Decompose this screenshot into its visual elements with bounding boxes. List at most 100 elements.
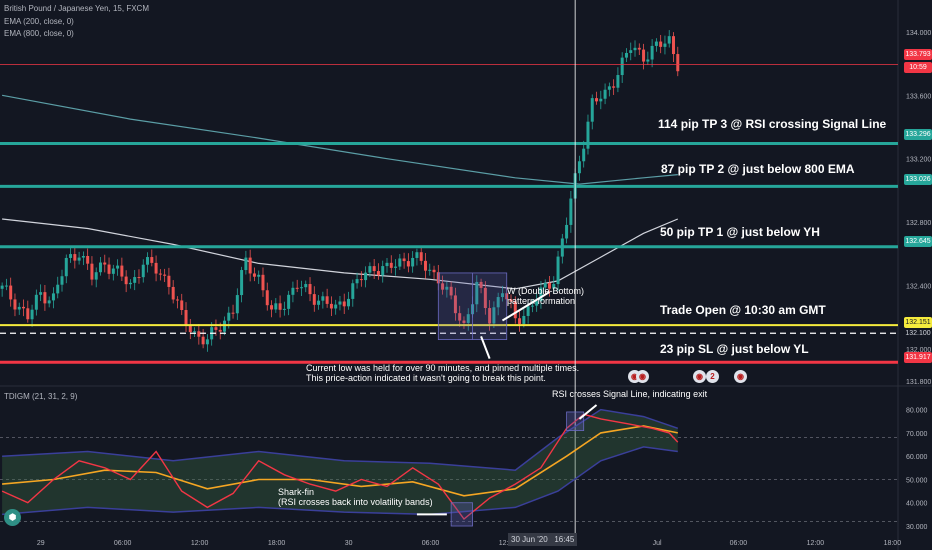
- candle-body: [325, 296, 329, 304]
- sl-price-tag: 131.917: [904, 352, 932, 363]
- indicator-tick-label: 40.000: [906, 501, 928, 508]
- candle-body: [419, 252, 423, 261]
- candle-body: [458, 313, 462, 321]
- candle-body: [355, 279, 359, 284]
- candle-body: [547, 282, 551, 289]
- candle-body: [488, 308, 492, 324]
- candle-body: [389, 262, 393, 268]
- candle-body: [214, 327, 218, 330]
- candle-body: [116, 265, 120, 269]
- candle-body: [607, 86, 611, 90]
- candle-body: [240, 270, 244, 296]
- candle-body: [137, 277, 141, 279]
- candle-body: [34, 294, 38, 310]
- candle-body: [218, 329, 222, 332]
- candle-body: [107, 264, 111, 274]
- candle-body: [590, 98, 594, 122]
- tp1-annotation: 50 pip TP 1 @ just below YH: [660, 225, 820, 239]
- shark-fin-box: [450, 502, 473, 527]
- candle-body: [287, 294, 291, 309]
- candle-body: [513, 301, 517, 319]
- candle-body: [197, 331, 201, 337]
- candle-body: [620, 57, 624, 76]
- event-flag-icon[interactable]: ◉: [734, 370, 747, 383]
- low-price-tag: 132.100: [904, 328, 932, 339]
- candle-body: [475, 281, 479, 305]
- candle-body: [381, 266, 385, 276]
- candle-body: [111, 268, 115, 274]
- candle-body: [26, 308, 30, 320]
- candle-body: [133, 277, 137, 283]
- event-flag-icon[interactable]: ◉: [636, 370, 649, 383]
- rsi-exit-arrow: [578, 404, 598, 420]
- candle-body: [530, 305, 534, 307]
- candle-body: [672, 36, 675, 55]
- sl-annotation: 23 pip SL @ just below YL: [660, 342, 809, 356]
- candle-body: [188, 325, 192, 333]
- time-tick-label: 06:00: [114, 540, 132, 547]
- price-tick-label: 132.800: [906, 220, 931, 227]
- candle-body: [64, 257, 68, 277]
- candle-body: [257, 274, 261, 277]
- time-tick-label: 12:00: [807, 540, 825, 547]
- candle-body: [86, 255, 90, 264]
- tradingview-logo-icon[interactable]: ⬢: [4, 509, 21, 526]
- event-flag-icon[interactable]: ◉: [693, 370, 706, 383]
- time-tick-label: 12:00: [499, 540, 517, 547]
- w-pattern-note: W (Double-Bottom) pattern formation: [507, 286, 584, 307]
- low-note-arrow: [480, 336, 491, 359]
- crosshair-time-label: 30 Jun '20 16:45: [508, 533, 578, 546]
- candle-body: [69, 254, 73, 258]
- time-tick-label: 18:00: [884, 540, 902, 547]
- candle-body: [462, 320, 466, 323]
- candle-body: [509, 299, 513, 302]
- candle-body: [299, 287, 303, 289]
- candle-body: [175, 299, 179, 301]
- candle-body: [180, 300, 184, 311]
- candle-body: [351, 283, 355, 299]
- low-note-line2: This price-action indicated it wasn't go…: [306, 373, 546, 384]
- candle-body: [432, 269, 436, 273]
- tp3-annotation: 114 pip TP 3 @ RSI crossing Signal Line: [658, 117, 887, 131]
- candle-body: [543, 282, 547, 288]
- upper-band-line: [2, 408, 679, 471]
- candle-body: [359, 279, 363, 281]
- candle-body: [466, 314, 470, 323]
- indicator-tick-label: 60.000: [906, 454, 928, 461]
- candle-body: [124, 276, 128, 285]
- price-tick-label: 133.600: [906, 93, 931, 100]
- candle-body: [235, 295, 239, 314]
- candle-body: [556, 256, 560, 285]
- candle-body: [441, 283, 445, 290]
- candle-body: [338, 301, 342, 305]
- candle-body: [364, 272, 368, 281]
- shark-fin-note: Shark-fin (RSI crosses back into volatil…: [278, 487, 433, 508]
- candle-body: [492, 307, 496, 324]
- candle-body: [265, 290, 269, 306]
- time-tick-label: 12:00: [191, 540, 209, 547]
- w-pattern-arrow: [501, 291, 551, 322]
- candle-body: [81, 255, 85, 258]
- w-pattern-line1: W (Double-Bottom): [507, 286, 585, 296]
- candle-body: [569, 198, 573, 225]
- candle-body: [4, 285, 8, 287]
- indicator-tick-label: 30.000: [906, 524, 928, 531]
- candle-body: [120, 265, 124, 277]
- candle-body: [103, 262, 107, 265]
- candle-body: [30, 309, 34, 320]
- rsi-exit-note: RSI crosses Signal Line, indicating exit: [552, 389, 708, 399]
- candle-body: [47, 300, 51, 304]
- candle-body: [586, 121, 590, 149]
- event-flag-icon[interactable]: 2: [706, 370, 719, 383]
- indicator-tick-label: 50.000: [906, 477, 928, 484]
- candle-body: [398, 258, 402, 267]
- tp2-price-tag: 133.026: [904, 174, 932, 185]
- candle-body: [329, 303, 333, 309]
- candle-body: [612, 86, 616, 88]
- candle-body: [676, 54, 680, 72]
- candle-body: [278, 303, 282, 310]
- candle-body: [423, 260, 427, 271]
- indicator-legend: TDIGM (21, 31, 2, 9): [4, 392, 78, 401]
- candle-body: [321, 296, 325, 301]
- time-tick-label: 06:00: [730, 540, 748, 547]
